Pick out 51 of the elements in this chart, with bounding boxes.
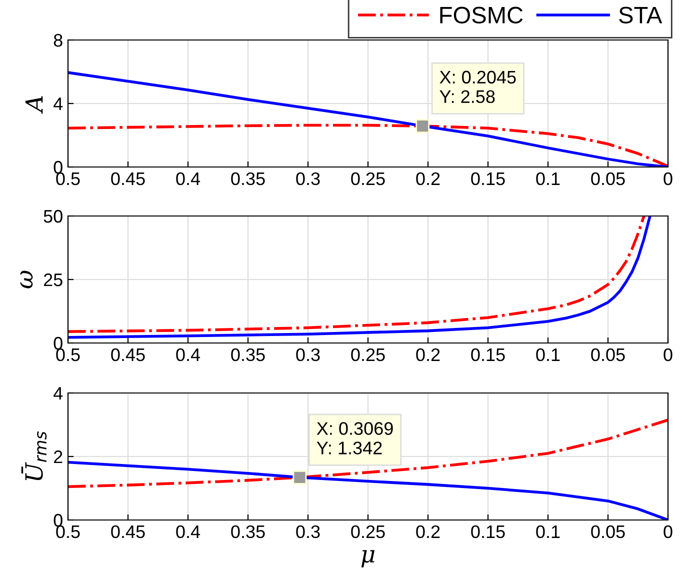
x-tick-label: 0.45 xyxy=(111,172,145,186)
x-tick-label: 0.25 xyxy=(351,525,385,538)
x-tick-label: 0.5 xyxy=(56,348,80,362)
x-tick-label: 0.2 xyxy=(416,525,440,538)
x-tick-label: 0.3 xyxy=(296,348,320,362)
y-tick-label: 4 xyxy=(54,387,63,400)
x-tick-label: 0.15 xyxy=(471,172,505,186)
x-tick-label: 0.25 xyxy=(351,172,385,186)
y-tick-label: 25 xyxy=(44,273,62,286)
x-tick-label: 0 xyxy=(664,525,672,538)
y-tick-label: 4 xyxy=(54,98,63,110)
x-tick-label: 0.1 xyxy=(536,525,560,538)
x-tick-label: 0 xyxy=(664,172,672,186)
x-tick-label: 0.45 xyxy=(111,525,145,538)
y-axis-title: ω xyxy=(20,270,33,288)
x-tick-label: 0.2 xyxy=(416,172,440,186)
x-tick-label: 0.15 xyxy=(471,348,505,362)
x-axis-title: μ xyxy=(361,550,374,568)
y-tick-label: 0 xyxy=(54,514,62,527)
x-tick-label: 0.35 xyxy=(231,172,265,186)
y-axis-title: Ū$_{rms}$ xyxy=(21,431,47,480)
x-tick-label: 0.35 xyxy=(231,348,265,362)
legend-label: STA xyxy=(619,6,662,24)
x-tick-label: 0.45 xyxy=(111,348,145,362)
x-tick-label: 0.05 xyxy=(591,348,625,362)
y-tick-label: 50 xyxy=(44,210,62,223)
x-tick-label: 0.4 xyxy=(176,348,200,362)
x-tick-label: 0.4 xyxy=(176,172,200,186)
x-tick-label: 0.35 xyxy=(231,525,265,538)
y-tick-label: 8 xyxy=(54,34,62,47)
annotation: X: 0.2045 Y: 2.58 xyxy=(440,70,516,104)
x-tick-label: 0.05 xyxy=(591,172,625,186)
x-tick-label: 0.2 xyxy=(416,348,440,362)
x-tick-label: 0.3 xyxy=(296,172,320,186)
x-tick-label: 0.05 xyxy=(591,525,625,538)
legend-label: FOSMC xyxy=(440,6,523,24)
x-tick-label: 0.5 xyxy=(56,172,80,186)
y-tick-label: 0 xyxy=(54,336,62,350)
x-tick-label: 0.4 xyxy=(176,525,200,538)
line-series xyxy=(68,418,668,488)
x-tick-label: 0.1 xyxy=(536,172,560,186)
x-tick-label: 0.5 xyxy=(56,525,80,538)
x-tick-label: 0 xyxy=(664,348,672,362)
x-tick-label: 0.1 xyxy=(536,348,560,362)
y-tick-label: 2 xyxy=(54,450,62,464)
y-tick-label: 0 xyxy=(54,160,62,174)
annotation: X: 0.3069 Y: 1.342 xyxy=(316,422,393,454)
x-tick-label: 0.25 xyxy=(351,348,385,362)
x-tick-label: 0.3 xyxy=(296,525,320,538)
y-axis-title: A xyxy=(25,96,43,114)
x-tick-label: 0.15 xyxy=(471,525,505,538)
